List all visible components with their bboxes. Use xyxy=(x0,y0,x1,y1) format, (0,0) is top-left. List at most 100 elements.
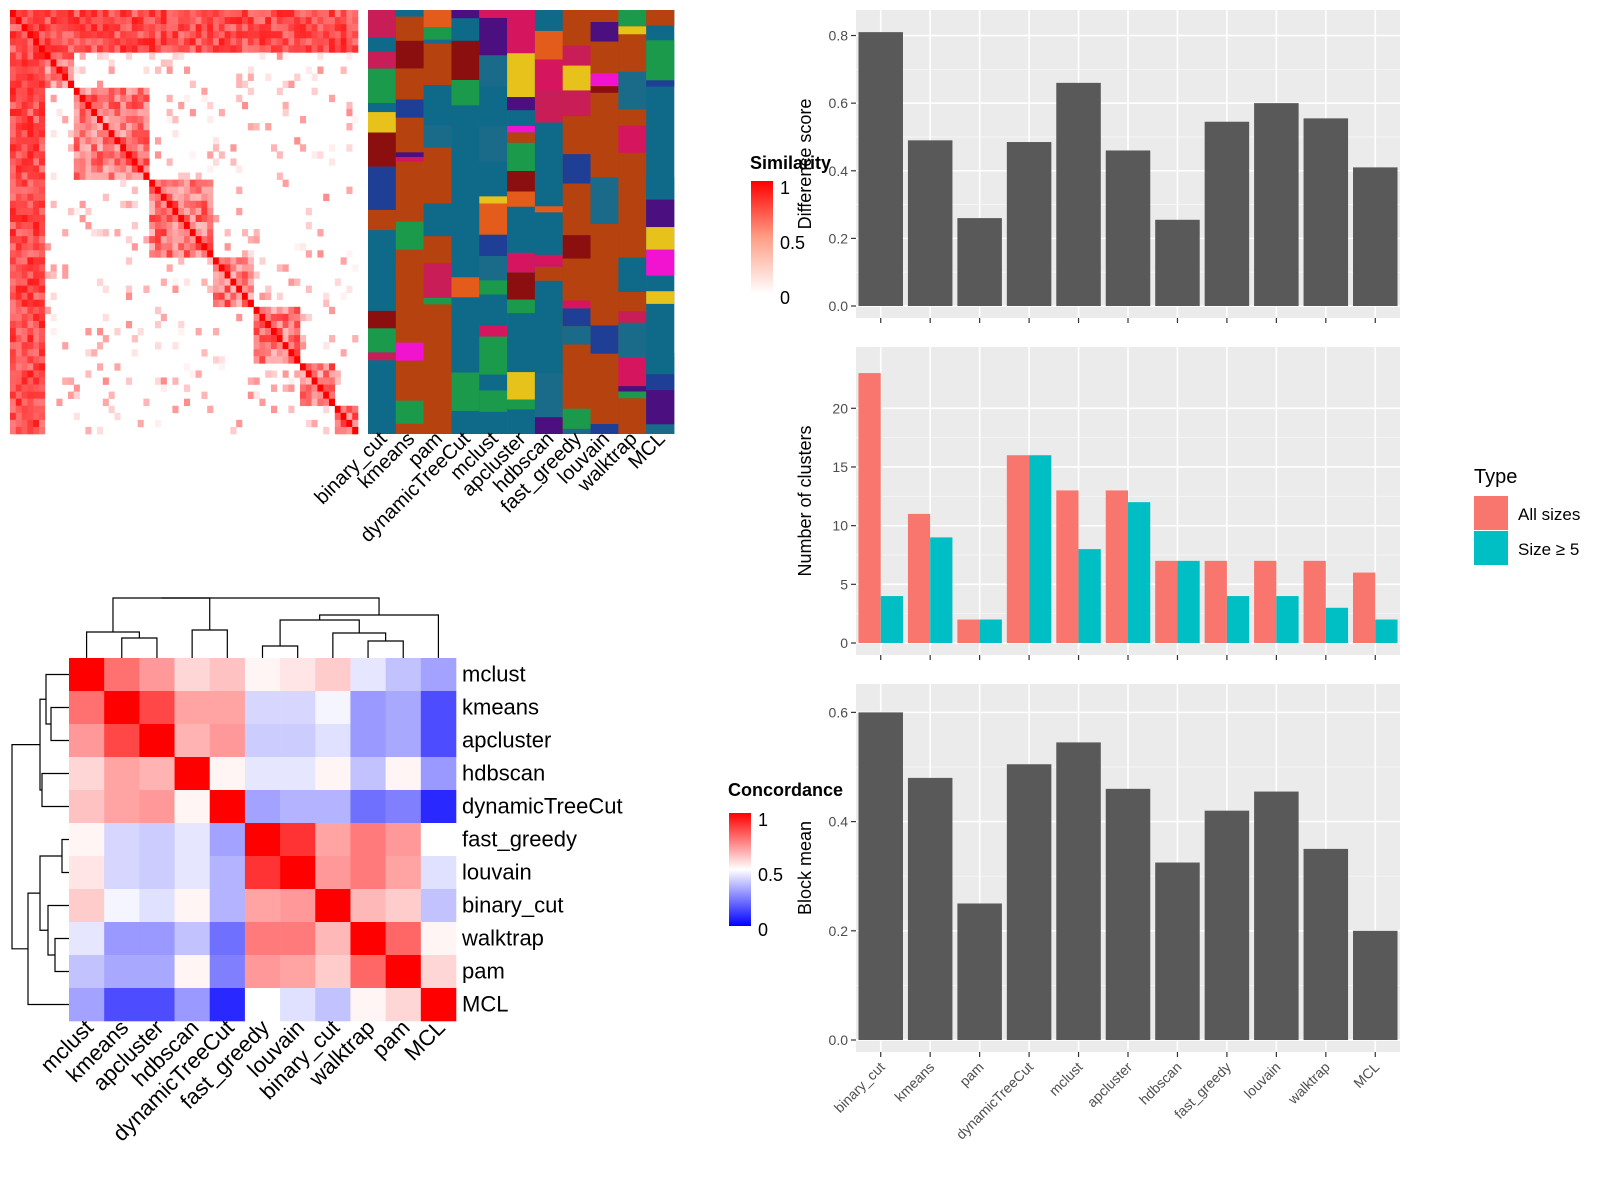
similarity-cell xyxy=(149,31,156,39)
similarity-cell xyxy=(108,17,115,25)
similarity-cell xyxy=(166,116,173,124)
similarity-cell xyxy=(218,108,225,117)
bar xyxy=(957,218,1002,306)
bar xyxy=(1006,764,1052,1040)
similarity-cell xyxy=(15,426,22,435)
similarity-cell xyxy=(39,419,46,428)
similarity-cell xyxy=(21,73,28,81)
similarity-cell xyxy=(91,151,98,159)
similarity-cell xyxy=(73,87,80,96)
similarity-cell xyxy=(352,31,359,39)
dendrogram-branch xyxy=(47,904,69,956)
similarity-cell xyxy=(10,271,17,279)
assignment-segment xyxy=(479,256,508,281)
bar xyxy=(858,712,903,1040)
similarity-cell xyxy=(73,151,80,159)
similarity-cell xyxy=(329,377,336,385)
similarity-cell xyxy=(15,179,22,187)
bar xyxy=(1155,219,1200,306)
similarity-cell xyxy=(108,151,115,159)
similarity-cell xyxy=(160,17,167,25)
concordance-cell xyxy=(315,889,351,923)
similarity-cell xyxy=(97,38,104,46)
similarity-cell xyxy=(108,158,115,166)
dendrogram-branch xyxy=(61,838,69,874)
similarity-cell xyxy=(56,398,63,407)
similarity-cell xyxy=(15,45,22,53)
assignment-segment xyxy=(618,26,647,35)
concordance-cell xyxy=(420,889,457,923)
similarity-cell xyxy=(282,10,289,18)
similarity-cell xyxy=(259,342,266,350)
y-tick-label: 0.6 xyxy=(829,95,849,111)
similarity-cell xyxy=(230,285,237,293)
similarity-cell xyxy=(102,130,109,138)
similarity-cell xyxy=(56,10,63,18)
similarity-cell xyxy=(259,328,266,336)
similarity-cell xyxy=(10,17,17,25)
similarity-cell xyxy=(73,31,80,39)
similarity-cell xyxy=(97,229,104,237)
similarity-cell xyxy=(62,342,69,350)
similarity-cell xyxy=(33,87,40,96)
similarity-cell xyxy=(184,24,191,32)
similarity-cell xyxy=(172,179,179,187)
similarity-cell xyxy=(73,73,80,81)
similarity-cell xyxy=(10,186,17,195)
assignment-segment xyxy=(451,79,480,106)
similarity-cell xyxy=(166,229,173,237)
similarity-cell xyxy=(149,243,156,251)
assignment-segment xyxy=(451,331,480,373)
similarity-cell xyxy=(39,200,46,209)
similarity-cell xyxy=(346,108,353,117)
similarity-cell xyxy=(33,38,40,46)
similarity-cell xyxy=(97,80,104,89)
similarity-cell xyxy=(265,335,272,343)
similarity-cell xyxy=(114,45,121,53)
assignment-segment xyxy=(507,191,536,207)
similarity-cell xyxy=(39,320,46,329)
concordance-cell xyxy=(315,955,351,989)
similarity-cell xyxy=(178,229,185,237)
similarity-cell xyxy=(102,10,109,18)
concordance-cell xyxy=(385,757,422,791)
similarity-cell xyxy=(10,356,17,364)
y-tick-label: 10 xyxy=(832,518,848,534)
similarity-cell xyxy=(62,73,69,81)
similarity-cell xyxy=(334,278,341,286)
similarity-cell xyxy=(282,306,289,315)
similarity-cell xyxy=(114,94,121,103)
similarity-cell xyxy=(15,342,22,350)
similarity-cell xyxy=(68,80,75,89)
similarity-cell xyxy=(56,52,63,60)
similarity-cell xyxy=(27,271,34,279)
concordance-cell xyxy=(420,757,457,791)
concordance-cell xyxy=(244,658,281,692)
similarity-cell xyxy=(236,80,243,89)
similarity-cell xyxy=(15,236,22,244)
similarity-cell xyxy=(10,419,17,428)
similarity-cell xyxy=(50,52,57,60)
similarity-cell xyxy=(294,73,301,81)
similarity-cell xyxy=(114,24,121,32)
similarity-cell xyxy=(108,123,115,131)
similarity-cell xyxy=(166,158,173,166)
similarity-cell xyxy=(27,250,34,258)
similarity-cell xyxy=(294,31,301,39)
similarity-cell xyxy=(259,349,266,357)
similarity-cell xyxy=(10,384,17,392)
y-tick-label: 0.0 xyxy=(829,298,849,314)
similarity-cell xyxy=(15,243,22,251)
similarity-cell xyxy=(85,207,92,216)
similarity-cell xyxy=(300,370,307,378)
similarity-cell xyxy=(27,349,34,357)
similarity-cell xyxy=(137,419,144,428)
similarity-cell xyxy=(79,130,86,138)
similarity-cell xyxy=(352,335,359,343)
similarity-cell xyxy=(265,24,272,32)
similarity-cell xyxy=(155,17,162,25)
similarity-cell xyxy=(120,31,127,39)
similarity-cell xyxy=(15,101,22,110)
similarity-cell xyxy=(126,151,133,159)
similarity-cell xyxy=(271,320,278,329)
